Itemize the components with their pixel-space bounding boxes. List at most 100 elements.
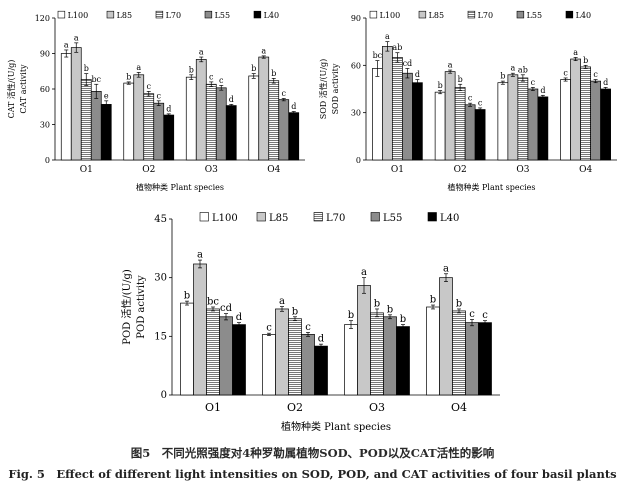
significance-letter: a bbox=[385, 32, 390, 41]
legend-swatch bbox=[369, 10, 378, 19]
data-bar bbox=[372, 68, 383, 161]
y-tick-label: 60 bbox=[351, 61, 361, 70]
data-bar bbox=[560, 79, 571, 161]
significance-letter: c bbox=[469, 309, 475, 320]
legend-label: L40 bbox=[440, 213, 459, 224]
figure-caption-english: Fig. 5 Effect of different light intensi… bbox=[8, 467, 617, 481]
x-axis-label: 植物种类 Plant species bbox=[447, 182, 535, 192]
data-bar bbox=[412, 82, 423, 161]
legend-label: L100 bbox=[212, 213, 238, 224]
figure-caption-chinese: 图5 不同光照强度对4种罗勒属植物SOD、POD以及CAT活性的影响 bbox=[130, 446, 495, 460]
data-bar bbox=[426, 306, 440, 396]
legend-label: L40 bbox=[264, 11, 280, 20]
x-category-label: O2 bbox=[454, 165, 467, 175]
data-bar bbox=[392, 57, 403, 161]
data-bar bbox=[402, 72, 413, 161]
significance-letter: c bbox=[305, 322, 311, 333]
data-bar bbox=[278, 99, 290, 161]
data-bar bbox=[70, 47, 82, 161]
legend-swatch bbox=[199, 212, 209, 222]
significance-letter: d bbox=[229, 95, 234, 104]
x-category-label: O4 bbox=[451, 401, 467, 414]
data-bar bbox=[100, 104, 112, 161]
significance-letter: a bbox=[197, 250, 203, 261]
data-bar bbox=[465, 322, 479, 396]
significance-letter: a bbox=[443, 263, 449, 274]
significance-letter: c bbox=[563, 68, 568, 77]
x-category-label: O2 bbox=[287, 401, 303, 414]
significance-letter: b bbox=[184, 291, 190, 302]
y-tick-label: 120 bbox=[35, 14, 50, 23]
legend-swatch bbox=[370, 212, 380, 222]
significance-letter: a bbox=[510, 64, 515, 73]
data-bar bbox=[507, 74, 519, 161]
significance-letter: b bbox=[348, 310, 354, 321]
data-bar bbox=[268, 80, 280, 161]
sod-activity-chart: 0 30 60 90 SOD 活性/(U/g) SOD activity L100 L85 L7… bbox=[312, 0, 624, 204]
legend-label: L55 bbox=[383, 213, 402, 224]
data-bar bbox=[357, 285, 371, 396]
data-bar bbox=[301, 334, 315, 396]
legend-label: L85 bbox=[429, 11, 445, 20]
significance-letter: d bbox=[236, 312, 243, 323]
legend-label: L85 bbox=[269, 213, 288, 224]
y-axis-label-english: POD activity bbox=[136, 275, 147, 339]
pod-activity-chart: 0 15 30 45 POD 活性/(U/g) POD activity L100 L85 L7… bbox=[110, 208, 510, 444]
data-bar bbox=[123, 82, 135, 161]
cat-chart-svg: 0 30 60 90 120 CAT 活性/(U/g) CAT activity L100 L8… bbox=[6, 10, 305, 192]
data-bar bbox=[248, 75, 260, 161]
y-axis-label-english: SOD activity bbox=[331, 63, 340, 114]
significance-letter: d bbox=[540, 86, 545, 95]
sod-chart-svg: 0 30 60 90 SOD 活性/(U/g) SOD activity L100 L85 L7… bbox=[318, 10, 617, 192]
data-bar bbox=[195, 59, 207, 161]
data-bar bbox=[464, 104, 476, 161]
significance-letter: c bbox=[478, 98, 483, 107]
data-bar bbox=[219, 316, 233, 396]
significance-letter: d bbox=[166, 104, 171, 113]
y-tick-label: 30 bbox=[154, 273, 167, 284]
y-axis-label: POD 活性/(U/g) bbox=[120, 269, 133, 345]
legend-label: L70 bbox=[478, 11, 494, 20]
legend-swatch bbox=[467, 10, 476, 19]
y-tick-label: 90 bbox=[40, 50, 50, 59]
y-tick-label: 90 bbox=[351, 14, 361, 23]
legend-swatch bbox=[106, 10, 115, 19]
significance-letter: b bbox=[189, 65, 194, 74]
legend-swatch bbox=[427, 212, 437, 222]
data-bar bbox=[600, 88, 611, 161]
significance-letter: d bbox=[318, 334, 325, 345]
data-bar bbox=[258, 56, 270, 161]
data-bar bbox=[517, 77, 529, 161]
data-bar bbox=[60, 53, 72, 161]
y-tick-label: 45 bbox=[154, 214, 167, 225]
y-tick-label: 60 bbox=[40, 85, 50, 94]
data-bar bbox=[434, 91, 446, 161]
significance-letter: b bbox=[500, 72, 505, 81]
data-bar bbox=[262, 334, 276, 396]
significance-letter: c bbox=[147, 82, 152, 91]
legend-label: L100 bbox=[68, 11, 89, 20]
significance-letter: b bbox=[456, 298, 462, 309]
x-category-label: O2 bbox=[142, 165, 155, 175]
significance-letter: a bbox=[64, 40, 69, 49]
data-bar bbox=[344, 324, 358, 396]
data-bar bbox=[275, 308, 289, 396]
data-bar bbox=[370, 312, 384, 396]
significance-letter: e bbox=[104, 91, 109, 100]
data-bar bbox=[80, 79, 92, 161]
significance-letter: c bbox=[266, 323, 272, 334]
data-bar bbox=[497, 82, 509, 161]
y-tick-label: 0 bbox=[45, 156, 50, 165]
legend-label: L55 bbox=[527, 11, 543, 20]
legend-swatch bbox=[313, 212, 323, 222]
legend-label: L40 bbox=[576, 11, 592, 20]
significance-letter: b bbox=[126, 72, 131, 81]
x-category-label: O3 bbox=[516, 165, 529, 175]
data-bar bbox=[474, 109, 486, 161]
significance-letter: a bbox=[573, 48, 578, 57]
significance-letter: a bbox=[74, 33, 79, 42]
legend-swatch bbox=[516, 10, 525, 19]
data-bar bbox=[153, 102, 165, 161]
significance-letter: b bbox=[400, 314, 406, 325]
x-axis-label: 植物种类 Plant species bbox=[136, 182, 224, 192]
